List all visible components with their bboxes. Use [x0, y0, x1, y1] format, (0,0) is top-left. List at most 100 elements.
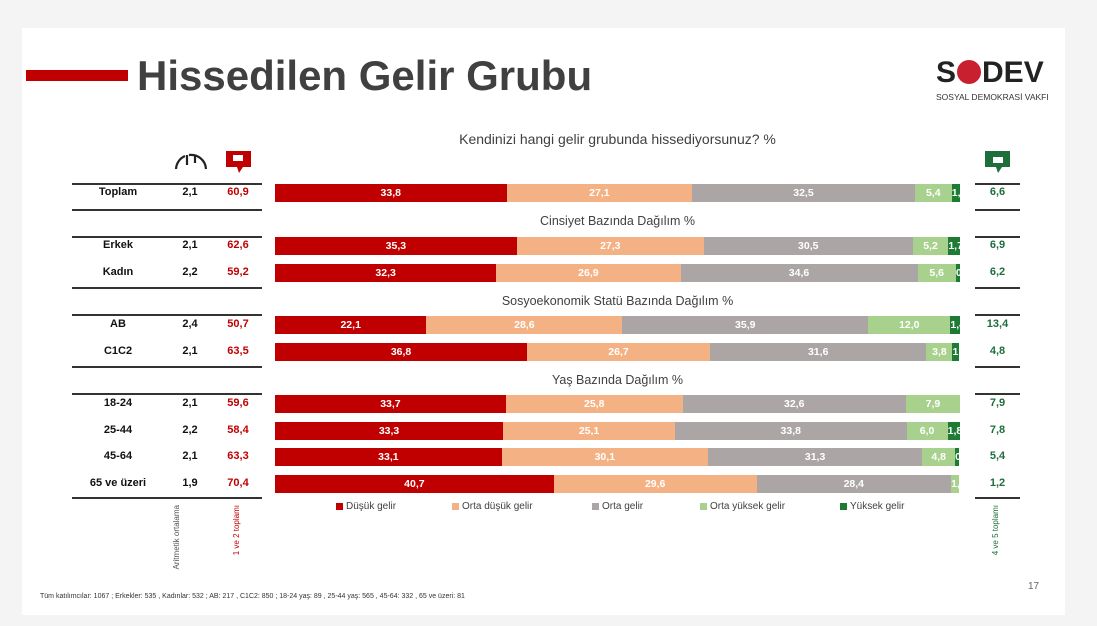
legend-label: Yüksek gelir: [850, 501, 905, 512]
legend-swatch: [592, 503, 599, 510]
group-title: Cinsiyet Bazında Dağılım %: [540, 214, 695, 228]
bar-segment-4: 5,6: [917, 264, 956, 282]
bar-segment-1: 33,1: [275, 448, 502, 466]
logo-subtitle: SOSYAL DEMOKRASİ VAKFI: [936, 92, 1049, 102]
table-divider: [72, 236, 262, 238]
mean-column-label: Aritmetik ortalama: [172, 505, 181, 570]
table-divider: [975, 209, 1020, 211]
table-divider: [975, 236, 1020, 238]
row-pos-total: 7,9: [989, 397, 1006, 409]
bar-segment-1: 33,3: [275, 422, 504, 440]
title-accent-bar: [26, 70, 128, 81]
legend-item: Orta düşük gelir: [452, 501, 533, 512]
row-neg-total: 58,4: [227, 424, 249, 436]
bar-segment-4: 3,8: [926, 343, 953, 361]
stacked-bar-row: 22,128,635,912,01,4: [275, 316, 960, 334]
page-title: Hissedilen Gelir Grubu: [137, 52, 593, 99]
bar-segment-5: 1,4: [950, 316, 960, 334]
bar-segment-4: 6,0: [906, 422, 948, 440]
legend-item: Düşük gelir: [336, 501, 396, 512]
bar-segment-3: 30,5: [703, 237, 913, 255]
row-pos-total: 13,4: [986, 318, 1009, 330]
row-label: 18-24: [103, 397, 133, 409]
row-label: C1C2: [103, 345, 133, 357]
row-mean: 2,4: [182, 318, 198, 330]
table-divider: [72, 366, 262, 368]
bar-segment-1: 33,8: [275, 184, 507, 202]
chart-question: Kendinizi hangi gelir grubunda hissediyo…: [459, 131, 776, 147]
row-label: Erkek: [103, 239, 133, 251]
row-mean: 2,1: [182, 239, 198, 251]
legend-label: Orta gelir: [602, 501, 644, 512]
row-mean: 2,2: [182, 266, 198, 278]
stacked-bar-row: 35,327,330,55,21,7: [275, 237, 960, 255]
bar-segment-2: 30,1: [501, 448, 708, 466]
bar-segment-2: 27,3: [516, 237, 704, 255]
neg-column-label: 1 ve 2 toplamı: [232, 505, 241, 556]
legend-label: Düşük gelir: [346, 501, 397, 512]
bar-segment-3: 31,3: [707, 448, 923, 466]
row-label: 45-64: [103, 450, 133, 462]
gauge-icon: [174, 153, 208, 170]
row-mean: 2,1: [182, 450, 198, 462]
legend-swatch: [336, 503, 343, 510]
row-pos-total: 6,6: [989, 186, 1006, 198]
stacked-bar-row: 33,3 25,1 33,8 6,0 1,8: [275, 422, 960, 440]
bar-segment-3: 32,5: [692, 184, 915, 202]
table-divider: [975, 366, 1020, 368]
row-neg-total: 63,5: [227, 345, 249, 357]
stacked-bar-row: 33,827,132,55,41,2: [275, 184, 960, 202]
stacked-bar-row: 33,130,131,34,80,6: [275, 448, 960, 466]
legend-swatch: [700, 503, 707, 510]
group-title: Yaş Bazında Dağılım %: [551, 373, 684, 387]
row-pos-total: 6,2: [989, 266, 1006, 278]
table-divider: [72, 209, 262, 211]
table-divider: [72, 497, 262, 499]
row-label: Toplam: [98, 186, 138, 198]
pos-column-label: 4 ve 5 toplamı: [991, 505, 1000, 556]
group-title: Sosyoekonomik Statü Bazında Dağılım %: [501, 294, 734, 308]
row-pos-total: 5,4: [989, 450, 1006, 462]
bar-segment-2: 25,1: [503, 422, 676, 440]
row-label: AB: [110, 318, 126, 330]
row-neg-total: 70,4: [227, 477, 249, 489]
bar-segment-4: 5,2: [912, 237, 949, 255]
bar-segment-2: 26,9: [496, 264, 681, 282]
row-neg-total: 62,6: [227, 239, 249, 251]
page-number: 17: [1028, 581, 1040, 592]
legend-label: Orta yüksek gelir: [710, 501, 786, 512]
bar-segment-1: 40,7: [275, 475, 554, 493]
legend-item: Yüksek gelir: [840, 501, 904, 512]
row-label: Kadın: [102, 266, 134, 278]
table-divider: [975, 183, 1020, 185]
stacked-bar-row: 40,729,628,41,2: [275, 475, 960, 493]
footer-sample-sizes: Tüm katılımcılar: 1067 ; Erkekler: 535 ,…: [40, 593, 465, 600]
table-divider: [72, 183, 262, 185]
stacked-bar-row: 36,826,731,63,81,0: [275, 343, 960, 361]
row-neg-total: 60,9: [227, 186, 249, 198]
row-label: 25-44: [103, 424, 133, 436]
legend-swatch: [452, 503, 459, 510]
bar-segment-3: 35,9: [622, 316, 869, 334]
bar-segment-1: 33,7: [275, 395, 506, 413]
thumbs-down-icon: [226, 151, 251, 173]
table-divider: [72, 393, 262, 395]
table-divider: [975, 497, 1020, 499]
bar-segment-4: 7,9: [905, 395, 960, 413]
legend-swatch: [840, 503, 847, 510]
row-mean: 2,1: [182, 345, 198, 357]
bar-segment-3: 28,4: [756, 475, 952, 493]
bar-segment-3: 32,6: [682, 395, 906, 413]
table-divider: [72, 287, 262, 289]
bar-segment-2: 27,1: [506, 184, 693, 202]
bar-segment-4: 12,0: [868, 316, 951, 334]
bar-segment-5: 1,8: [947, 422, 960, 440]
bar-segment-2: 29,6: [553, 475, 757, 493]
stacked-bar-row: 33,7 25,8 32,6 7,9: [275, 395, 960, 413]
bar-segment-5: 0,6: [955, 448, 960, 466]
row-neg-total: 50,7: [227, 318, 249, 330]
row-mean: 2,2: [182, 424, 198, 436]
row-pos-total: 4,8: [989, 345, 1006, 357]
legend-item: Orta yüksek gelir: [700, 501, 785, 512]
bar-segment-1: 22,1: [275, 316, 427, 334]
